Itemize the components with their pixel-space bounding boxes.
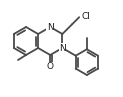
Text: Cl: Cl bbox=[81, 12, 90, 21]
Text: O: O bbox=[47, 62, 54, 71]
Text: N: N bbox=[47, 23, 54, 32]
Text: N: N bbox=[59, 43, 66, 52]
